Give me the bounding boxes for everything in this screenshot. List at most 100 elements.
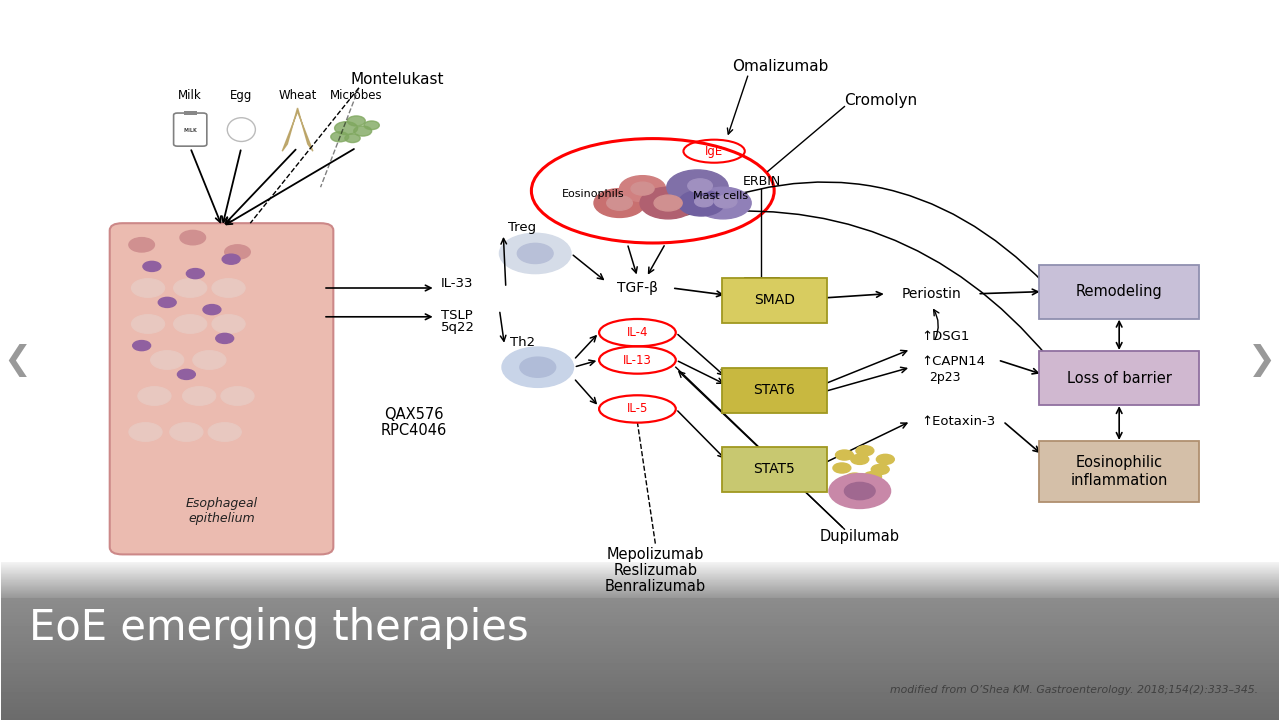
Circle shape — [846, 473, 864, 483]
Circle shape — [714, 195, 737, 208]
Circle shape — [129, 238, 155, 252]
Text: ❯: ❯ — [1248, 343, 1276, 377]
Circle shape — [654, 195, 682, 211]
Text: modified from O’Shea KM. Gastroenterology. 2018;154(2):333–345.: modified from O’Shea KM. Gastroenterolog… — [891, 685, 1258, 695]
Circle shape — [159, 297, 177, 307]
Circle shape — [520, 357, 556, 377]
Text: Benralizumab: Benralizumab — [604, 579, 705, 593]
Circle shape — [138, 387, 172, 405]
Circle shape — [178, 369, 196, 379]
Circle shape — [845, 482, 876, 500]
Text: Microbes: Microbes — [330, 89, 383, 102]
Text: Eosinophilic
inflammation: Eosinophilic inflammation — [1070, 456, 1167, 488]
FancyBboxPatch shape — [722, 278, 827, 323]
Ellipse shape — [228, 118, 256, 142]
Circle shape — [170, 423, 204, 441]
Text: SMAD: SMAD — [754, 293, 795, 307]
Polygon shape — [282, 108, 312, 151]
Circle shape — [364, 121, 379, 130]
FancyBboxPatch shape — [110, 223, 333, 554]
Circle shape — [856, 446, 874, 456]
Text: Montelukast: Montelukast — [351, 72, 444, 86]
Circle shape — [695, 187, 751, 219]
Circle shape — [187, 269, 205, 279]
FancyBboxPatch shape — [1039, 351, 1199, 405]
Text: Mepolizumab: Mepolizumab — [607, 547, 704, 562]
Text: Milk: Milk — [178, 89, 202, 102]
Circle shape — [833, 463, 851, 473]
Circle shape — [212, 315, 246, 333]
Circle shape — [132, 279, 165, 297]
Circle shape — [851, 454, 869, 464]
Text: IL-4: IL-4 — [627, 326, 648, 339]
Circle shape — [594, 189, 645, 217]
Text: IL-33: IL-33 — [440, 277, 474, 290]
Circle shape — [143, 261, 161, 271]
Circle shape — [347, 116, 365, 126]
Circle shape — [631, 182, 654, 195]
Bar — [1, 0, 1279, 598]
Circle shape — [225, 245, 251, 259]
Text: ↑DSG1: ↑DSG1 — [922, 330, 969, 343]
Text: Egg: Egg — [230, 89, 252, 102]
Circle shape — [620, 176, 666, 202]
Circle shape — [877, 454, 895, 464]
Text: 5q22: 5q22 — [440, 321, 475, 334]
Text: Th2: Th2 — [509, 336, 535, 349]
Text: IgE: IgE — [705, 145, 723, 158]
Text: ❮: ❮ — [4, 343, 32, 377]
Circle shape — [223, 254, 241, 264]
Text: QAX576: QAX576 — [384, 407, 444, 421]
Circle shape — [502, 347, 573, 387]
Text: Loss of barrier: Loss of barrier — [1066, 371, 1171, 385]
Circle shape — [640, 187, 696, 219]
Text: Cromolyn: Cromolyn — [844, 94, 916, 108]
Text: Treg: Treg — [508, 221, 536, 234]
Text: IL-13: IL-13 — [623, 354, 652, 366]
Text: MILK: MILK — [183, 128, 197, 132]
Text: Eosinophils: Eosinophils — [562, 189, 625, 199]
Circle shape — [221, 387, 255, 405]
Text: Periostin: Periostin — [901, 287, 961, 301]
Circle shape — [133, 341, 151, 351]
Circle shape — [517, 243, 553, 264]
Text: 2p23: 2p23 — [929, 371, 960, 384]
Bar — [184, 111, 197, 115]
Circle shape — [499, 233, 571, 274]
Circle shape — [607, 196, 632, 210]
FancyBboxPatch shape — [174, 113, 207, 146]
Text: EoE emerging therapies: EoE emerging therapies — [29, 607, 529, 649]
Text: Mast cells: Mast cells — [692, 191, 748, 201]
FancyBboxPatch shape — [722, 447, 827, 492]
Text: Remodeling: Remodeling — [1075, 284, 1162, 299]
Text: STAT5: STAT5 — [754, 462, 795, 477]
Text: ↑CAPN14: ↑CAPN14 — [922, 355, 986, 368]
Text: Dupilumab: Dupilumab — [819, 529, 900, 544]
Circle shape — [216, 333, 234, 343]
Circle shape — [836, 450, 854, 460]
Circle shape — [204, 305, 221, 315]
Text: RPC4046: RPC4046 — [380, 423, 447, 438]
FancyBboxPatch shape — [722, 368, 827, 413]
Circle shape — [864, 472, 882, 482]
Text: Esophageal
epithelium: Esophageal epithelium — [186, 498, 259, 525]
Circle shape — [872, 464, 890, 474]
Circle shape — [353, 126, 371, 136]
Text: IL-5: IL-5 — [627, 402, 648, 415]
FancyBboxPatch shape — [1039, 441, 1199, 503]
Circle shape — [667, 170, 728, 204]
Text: ERBIN: ERBIN — [742, 175, 781, 188]
Circle shape — [151, 351, 184, 369]
Circle shape — [829, 474, 891, 508]
Circle shape — [132, 315, 165, 333]
Circle shape — [695, 197, 713, 207]
Text: Omalizumab: Omalizumab — [732, 59, 828, 73]
FancyBboxPatch shape — [1039, 265, 1199, 319]
Text: TSLP: TSLP — [440, 309, 472, 322]
Text: STAT6: STAT6 — [753, 383, 795, 397]
Text: Wheat: Wheat — [278, 89, 316, 102]
Circle shape — [174, 279, 207, 297]
Text: ↑Eotaxin-3: ↑Eotaxin-3 — [922, 415, 996, 428]
Text: Reslizumab: Reslizumab — [613, 563, 698, 577]
Circle shape — [687, 179, 713, 193]
